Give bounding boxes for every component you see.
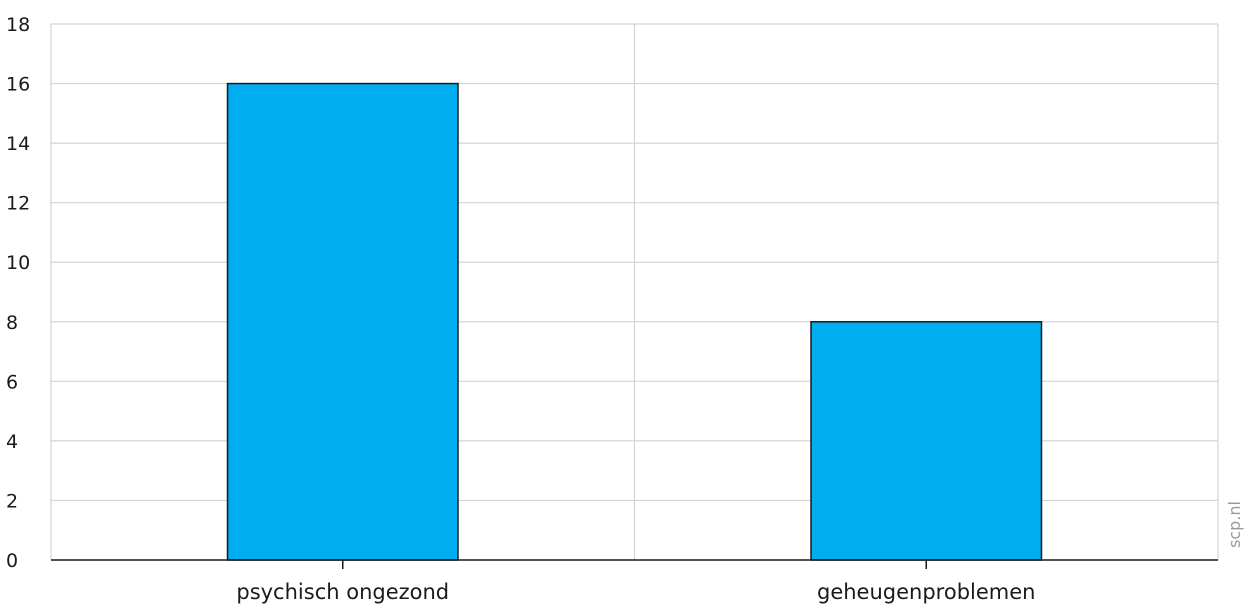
y-tick-label: 10 [6, 252, 30, 274]
y-tick-label: 16 [6, 74, 30, 96]
y-tick-label: 8 [6, 312, 18, 334]
y-tick-label: 14 [6, 133, 30, 155]
source-watermark: scp.nl [1225, 501, 1244, 548]
y-tick-label: 0 [6, 550, 18, 572]
y-tick-label: 6 [6, 371, 18, 393]
y-tick-label: 18 [6, 14, 30, 36]
y-tick-label: 12 [6, 193, 30, 215]
bars [226, 82, 1043, 561]
x-tick-labels: psychisch ongezond geheugenproblemen [236, 560, 1035, 604]
x-tick-label: geheugenproblemen [817, 580, 1035, 604]
x-tick-label: psychisch ongezond [236, 580, 449, 604]
y-tick-label: 2 [6, 490, 18, 512]
y-tick-labels: 0 2 4 6 8 10 12 14 16 18 [6, 14, 30, 572]
bar [226, 82, 459, 561]
bar [810, 321, 1043, 561]
gridlines [50, 23, 1219, 560]
y-tick-label: 4 [6, 431, 18, 453]
